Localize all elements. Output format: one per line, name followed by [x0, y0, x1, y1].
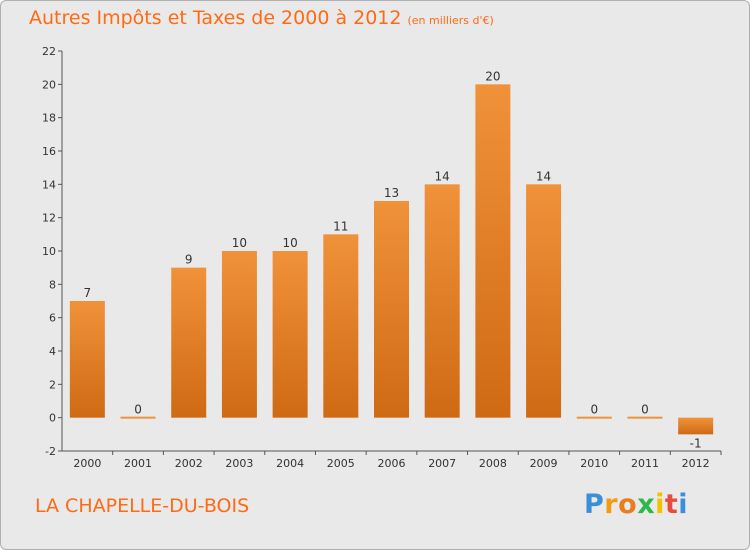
- chart-title: Autres Impôts et Taxes de 2000 à 2012 (en…: [29, 7, 494, 29]
- x-tick-label: 2002: [175, 457, 203, 470]
- data-label: -1: [690, 436, 702, 450]
- data-label: 0: [134, 403, 142, 417]
- proxiti-logo: Proxiti: [584, 489, 688, 520]
- bar: [526, 184, 562, 418]
- x-tick-label: 2012: [682, 457, 710, 470]
- x-tick-label: 2010: [580, 457, 608, 470]
- bar: [627, 416, 663, 419]
- data-label: 14: [536, 169, 551, 183]
- y-tick-label: -2: [45, 445, 56, 458]
- data-label: 0: [590, 403, 598, 417]
- chart-data-labels: 7 0 9 10 10 11 13 14 20 14 0 0 -1: [84, 69, 702, 450]
- bar: [323, 234, 359, 418]
- y-tick-label: 18: [42, 112, 56, 125]
- x-tick-label: 2011: [631, 457, 659, 470]
- y-tick-label: 10: [42, 245, 56, 258]
- y-tick-label: 6: [49, 312, 56, 325]
- bar: [272, 251, 308, 418]
- data-label: 13: [384, 186, 399, 200]
- logo-letter: r: [604, 489, 619, 520]
- bar: [678, 417, 714, 435]
- data-label: 10: [232, 236, 247, 250]
- x-tick-label: 2006: [378, 457, 406, 470]
- y-tick-label: 0: [49, 412, 56, 425]
- x-tick-label: 2004: [276, 457, 304, 470]
- bar: [120, 416, 156, 419]
- data-label: 9: [185, 253, 193, 267]
- y-tick-label: 22: [42, 45, 56, 58]
- x-tick-label: 2001: [124, 457, 152, 470]
- data-label: 14: [435, 169, 450, 183]
- logo-letter: x: [637, 489, 656, 520]
- bar: [221, 251, 257, 418]
- chart-title-text: Autres Impôts et Taxes de 2000 à 2012: [29, 7, 402, 29]
- location-name: LA CHAPELLE-DU-BOIS: [35, 495, 250, 517]
- x-tick-label: 2009: [530, 457, 558, 470]
- y-tick-label: 12: [42, 212, 56, 225]
- x-tick-label: 2008: [479, 457, 507, 470]
- bar: [171, 267, 207, 418]
- x-tick-label: 2000: [73, 457, 101, 470]
- y-tick-label: 14: [42, 178, 56, 191]
- logo-letter: t: [664, 489, 679, 520]
- bar: [374, 201, 409, 418]
- data-label: 7: [84, 286, 92, 300]
- bar: [69, 301, 105, 418]
- bar: [576, 416, 612, 419]
- x-tick-label: 2003: [225, 457, 253, 470]
- x-tick-label: 2007: [428, 457, 456, 470]
- y-tick-label: 2: [49, 378, 56, 391]
- y-tick-label: 16: [42, 145, 56, 158]
- logo-letter: P: [584, 489, 605, 520]
- chart-subtitle: (en milliers d'€): [407, 14, 494, 27]
- bar: [475, 84, 511, 418]
- y-tick-label: 8: [49, 278, 56, 291]
- data-label: 0: [641, 403, 649, 417]
- bar: [424, 184, 460, 418]
- chart-bars: [69, 84, 714, 435]
- data-label: 11: [333, 219, 348, 233]
- logo-letter: i: [655, 489, 665, 520]
- y-tick-label: 20: [42, 78, 56, 91]
- logo-letter: i: [678, 489, 689, 520]
- data-label: 20: [485, 69, 500, 83]
- y-tick-label: 4: [49, 345, 56, 358]
- data-label: 10: [282, 236, 297, 250]
- logo-letter: o: [618, 489, 638, 520]
- x-tick-label: 2005: [327, 457, 355, 470]
